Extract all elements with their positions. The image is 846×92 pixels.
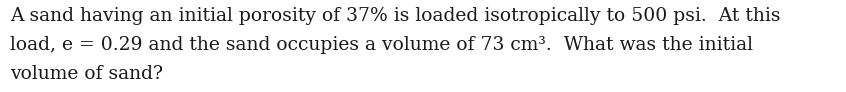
Text: A sand having an initial porosity of 37% is loaded isotropically to 500 psi.  At: A sand having an initial porosity of 37%… [10,7,781,25]
Text: volume of sand?: volume of sand? [10,65,163,83]
Text: load, e = 0.29 and the sand occupies a volume of 73 cm³.  What was the initial: load, e = 0.29 and the sand occupies a v… [10,36,753,54]
